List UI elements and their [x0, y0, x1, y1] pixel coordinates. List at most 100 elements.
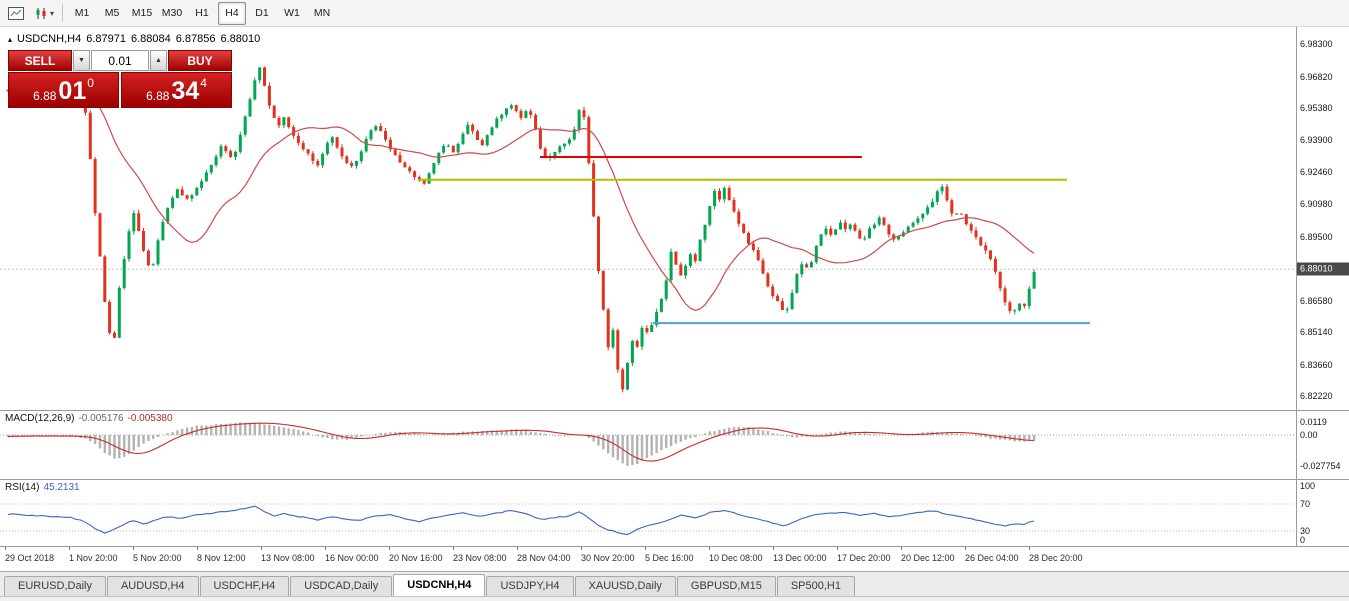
buy-price-base: 6.88 — [146, 89, 170, 103]
timeframe-button-m30[interactable]: M30 — [161, 7, 183, 19]
timeframe-button-w1[interactable]: W1 — [284, 7, 300, 19]
current-price-badge: 6.88010 — [1297, 262, 1349, 276]
chart-tab-usdcnh-h4[interactable]: USDCNH,H4 — [393, 574, 486, 596]
candlestick-icon — [36, 7, 46, 19]
chart-tab-sp500-h1[interactable]: SP500,H1 — [776, 576, 855, 596]
ohlc-low: 6.87856 — [175, 33, 216, 45]
buy-price-display[interactable]: 6.88 34 4 — [121, 72, 232, 108]
time-tick — [901, 547, 902, 550]
rsi-axis-label: 70 — [1300, 499, 1311, 509]
chart-tab-xauusd-daily[interactable]: XAUUSD,Daily — [574, 576, 676, 596]
price-axis-label: 6.85140 — [1300, 327, 1333, 338]
rsi-axis-label: 30 — [1300, 526, 1311, 536]
chart-window-button[interactable] — [3, 2, 29, 25]
top-toolbar: ▾ M1 M5 M15 M30 H1 H4 D1 W1 MN — [0, 0, 1349, 27]
rsi-label: RSI(14) 45.2131 — [5, 482, 84, 493]
chart-tabs-bar: EURUSD,Daily AUDUSD,H4 USDCHF,H4 USDCAD,Dai… — [0, 571, 1349, 596]
buy-price-pips: 34 — [171, 77, 200, 105]
time-tick — [581, 547, 582, 550]
rsi-chart[interactable] — [0, 480, 1296, 546]
chart-type-button[interactable]: ▾ — [31, 2, 57, 25]
time-tick — [69, 547, 70, 550]
chart-thumbnail-icon — [8, 6, 24, 20]
macd-axis-label: 0.0119 — [1300, 416, 1327, 427]
rsi-axis-label: 0 — [1300, 535, 1306, 545]
time-tick — [261, 547, 262, 550]
chart-tab-usdjpy-h4[interactable]: USDJPY,H4 — [486, 576, 574, 596]
chart-window: 6.98300 6.96820 6.95380 6.93900 6.92460 6.909… — [0, 27, 1349, 601]
sell-price-display[interactable]: 6.88 01 0 — [8, 72, 119, 108]
time-axis-label: 17 Dec 20:00 — [837, 553, 891, 563]
time-axis-label: 13 Nov 08:00 — [261, 553, 315, 563]
time-tick — [645, 547, 646, 550]
volume-decrease-button[interactable]: ▼ — [73, 50, 90, 71]
timeframe-toolbar: M1 M5 M15 M30 H1 H4 D1 W1 MN — [67, 1, 337, 25]
time-axis-label: 26 Dec 04:00 — [965, 553, 1019, 563]
symbol-name: USDCNH,H4 — [17, 33, 82, 45]
ma-line — [7, 87, 1035, 311]
candlestick-chart[interactable] — [0, 27, 1296, 410]
price-axis-label: 6.86580 — [1300, 295, 1333, 306]
status-strip — [0, 596, 1349, 601]
timeframe-button-m5[interactable]: M5 — [104, 7, 120, 19]
timeframe-button-mn[interactable]: MN — [313, 7, 331, 19]
time-tick — [709, 547, 710, 550]
chart-tab-eurusd-daily[interactable]: EURUSD,Daily — [4, 576, 106, 596]
chart-tab-usdcad-daily[interactable]: USDCAD,Daily — [290, 576, 393, 596]
ohlc-open: 6.87971 — [86, 33, 126, 45]
time-axis-label: 28 Dec 20:00 — [1029, 553, 1083, 563]
price-axis-label: 6.95380 — [1300, 103, 1333, 113]
price-axis-label: 6.82220 — [1300, 391, 1333, 401]
timeframe-button-m15[interactable]: M15 — [131, 7, 153, 19]
timeframe-button-h4[interactable]: H4 — [218, 1, 246, 25]
time-tick — [133, 547, 134, 550]
sell-button[interactable]: SELL — [8, 50, 72, 71]
time-tick — [5, 547, 6, 550]
time-axis-label: 10 Dec 08:00 — [709, 553, 763, 563]
price-axis-label: 6.90980 — [1300, 199, 1333, 210]
chart-tab-usdchf-h4[interactable]: USDCHF,H4 — [199, 576, 290, 596]
rsi-axis-label: 100 — [1300, 481, 1316, 491]
chart-tab-gbpusd-m15[interactable]: GBPUSD,M15 — [676, 576, 776, 596]
time-tick — [965, 547, 966, 550]
volume-increase-button[interactable]: ▲ — [150, 50, 167, 71]
chart-tab-audusd-h4[interactable]: AUDUSD,H4 — [106, 576, 199, 596]
time-tick — [837, 547, 838, 550]
price-axis-label: 6.93900 — [1300, 135, 1333, 146]
rsi-axis[interactable]: 100 70 30 0 — [1296, 480, 1349, 546]
time-tick — [1029, 547, 1030, 550]
time-axis[interactable]: 29 Oct 2018 1 Nov 20:00 5 Nov 20:00 8 Nov 1… — [0, 546, 1349, 571]
time-tick — [325, 547, 326, 550]
ohlc-close: 6.88010 — [220, 33, 261, 45]
price-axis[interactable]: 6.98300 6.96820 6.95380 6.93900 6.92460 6.909… — [1296, 27, 1349, 410]
time-axis-label: 8 Nov 12:00 — [197, 553, 246, 563]
volume-input[interactable] — [91, 50, 149, 71]
time-axis-label: 30 Nov 20:00 — [581, 553, 635, 563]
time-axis-label: 29 Oct 2018 — [5, 553, 55, 563]
dropdown-caret-icon: ▾ — [49, 8, 54, 18]
price-axis-label: 6.92460 — [1300, 166, 1333, 177]
toolbar-separator — [62, 4, 63, 22]
macd-label: MACD(12,26,9) -0.005176 -0.005380 — [5, 413, 177, 424]
time-tick — [453, 547, 454, 550]
rsi-value: 45.2131 — [43, 482, 80, 493]
time-tick — [389, 547, 390, 550]
sell-price-subpip: 0 — [87, 76, 94, 90]
timeframe-button-d1[interactable]: D1 — [255, 7, 269, 19]
timeframe-button-h1[interactable]: H1 — [195, 7, 209, 19]
macd-axis[interactable]: 0.0119 0.00 -0.027754 — [1296, 411, 1349, 479]
buy-button[interactable]: BUY — [168, 50, 232, 71]
time-axis-label: 13 Dec 00:00 — [773, 553, 827, 563]
macd-main-value: -0.005176 — [78, 413, 124, 424]
time-axis-label: 20 Nov 16:00 — [389, 553, 443, 563]
time-axis-label: 5 Dec 16:00 — [645, 553, 694, 563]
timeframe-button-m1[interactable]: M1 — [74, 7, 90, 19]
time-axis-label: 28 Nov 04:00 — [517, 553, 571, 563]
time-tick — [773, 547, 774, 550]
price-axis-label: 6.98300 — [1300, 39, 1333, 50]
sell-price-pips: 01 — [58, 77, 87, 105]
rsi-line — [7, 505, 1035, 536]
macd-chart[interactable] — [0, 411, 1296, 479]
symbol-marker-icon: ▴ — [8, 35, 13, 44]
one-click-trade-panel: SELL ▼ ▲ BUY 6.88 01 0 6.88 34 4 — [8, 50, 232, 108]
